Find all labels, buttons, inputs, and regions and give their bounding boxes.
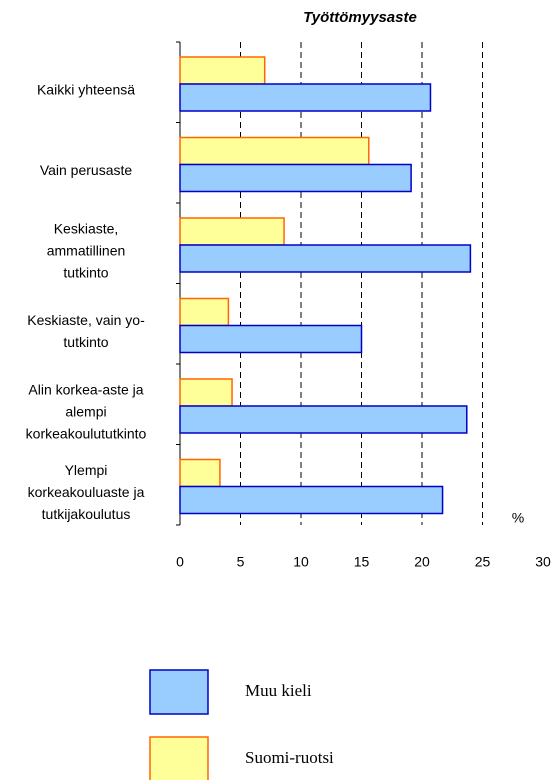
legend-label: Suomi-ruotsi — [245, 748, 334, 767]
y-tick-label: Ylempi korkeakouluaste ja tutkijakoulutus — [28, 461, 145, 521]
bar — [179, 56, 266, 85]
y-tick-label: Alin korkea-aste ja alempi korkeakoulututk… — [26, 381, 147, 441]
bar — [179, 217, 285, 246]
bar — [179, 163, 412, 193]
chart-title: Työttömyysaste — [303, 9, 417, 26]
y-tick-label: Vain perusaste — [40, 161, 133, 177]
x-tick-label: 25 — [475, 554, 491, 570]
bar — [179, 405, 468, 434]
legend-swatch — [149, 669, 209, 715]
legend-label: Muu kieli — [245, 681, 312, 700]
x-tick-label: 0 — [176, 554, 184, 570]
bar — [179, 324, 363, 354]
x-tick-label: 10 — [293, 554, 309, 570]
x-tick-label: 20 — [414, 554, 430, 570]
bar — [179, 244, 472, 273]
y-tick-label: Kaikki yhteensä — [37, 81, 135, 97]
bar — [179, 83, 432, 112]
y-tick-label: Keskiaste, vain yo-tutkinto — [27, 311, 145, 349]
bar — [179, 485, 444, 515]
bar — [179, 136, 370, 166]
y-tick-label: Keskiaste, ammatillinen tutkinto — [47, 220, 126, 280]
bar — [179, 378, 233, 407]
unit-annotation: % — [512, 510, 524, 526]
bar — [179, 458, 221, 488]
legend-swatch — [149, 736, 209, 780]
x-tick-label: 5 — [237, 554, 245, 570]
bar — [179, 297, 230, 327]
x-tick-label: 30 — [535, 554, 551, 570]
x-tick-label: 15 — [354, 554, 370, 570]
